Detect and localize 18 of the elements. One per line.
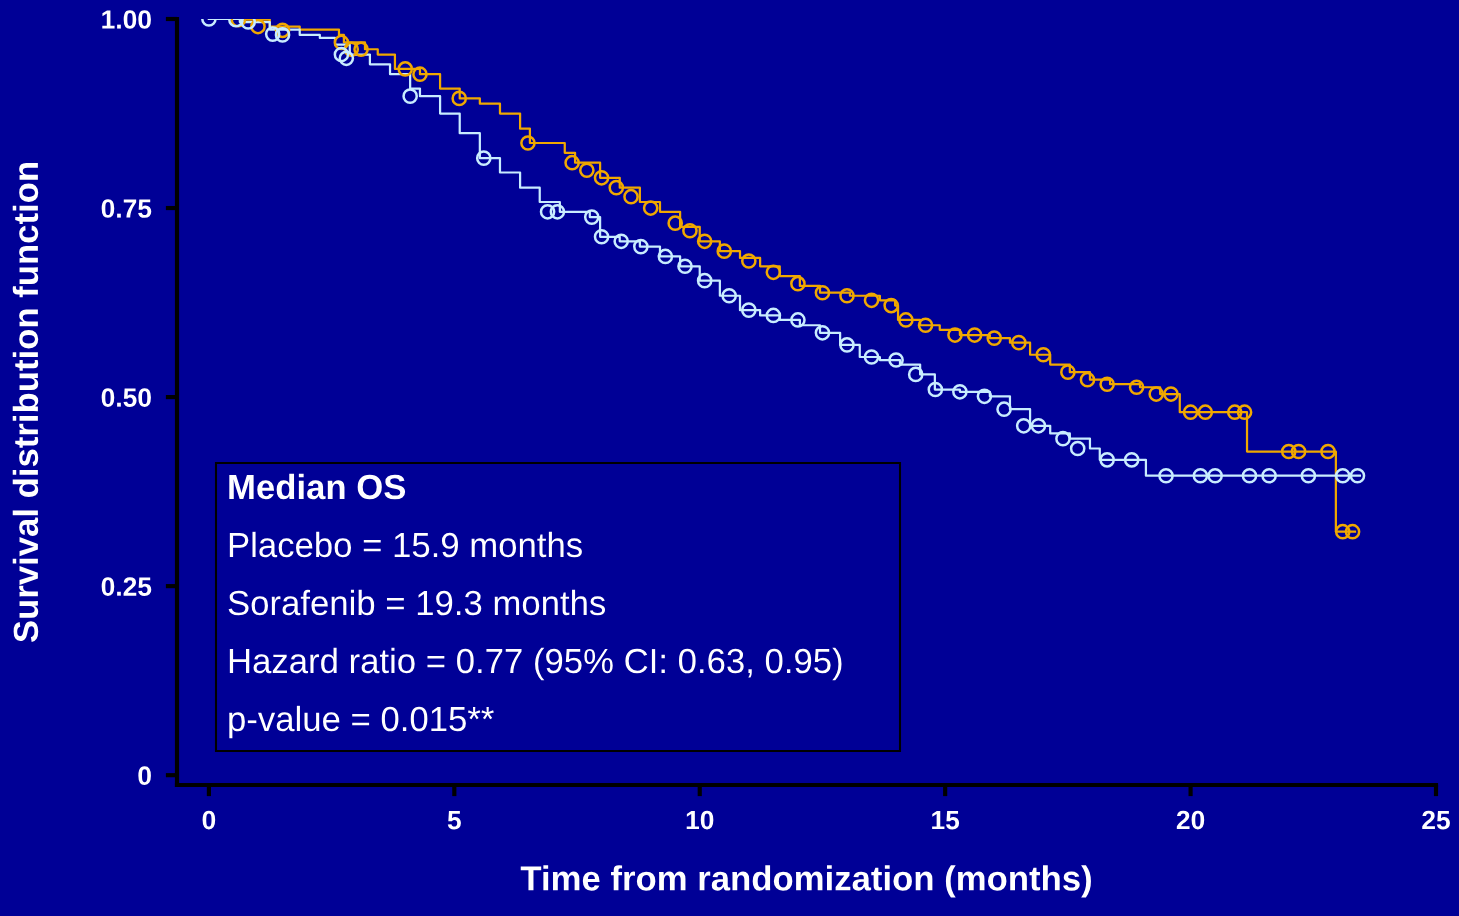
x-tick-label: 25 bbox=[1422, 810, 1450, 830]
x-axis-title: Time from randomization (months) bbox=[520, 865, 1091, 898]
x-tick-label: 0 bbox=[202, 810, 216, 830]
annotation: p-value = 0.015** bbox=[229, 705, 494, 739]
y-tick-label: 1.00 bbox=[102, 10, 151, 29]
annotation: Hazard ratio = 0.77 (95% CI: 0.63, 0.95) bbox=[229, 647, 842, 681]
y-tick-label: 0.50 bbox=[101, 388, 151, 407]
y-axis-title: Survival distribution function bbox=[12, 163, 39, 643]
x-tick-label: 20 bbox=[1176, 810, 1205, 830]
x-tick-label: 15 bbox=[932, 810, 960, 830]
annotation: Median OS bbox=[229, 473, 406, 500]
y-tick-label: 0.75 bbox=[101, 199, 152, 218]
y-tick-label: 0 bbox=[138, 766, 151, 785]
y-tick-label: 0.25 bbox=[101, 577, 152, 596]
x-tick-label: 5 bbox=[447, 810, 461, 830]
annotation: Placebo = 15.9 months bbox=[229, 531, 582, 558]
x-tick-label: 10 bbox=[686, 810, 714, 830]
annotation: Sorafenib = 19.3 months bbox=[228, 589, 606, 616]
